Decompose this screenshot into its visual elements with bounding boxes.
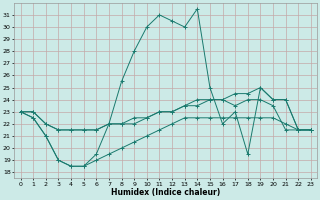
X-axis label: Humidex (Indice chaleur): Humidex (Indice chaleur)	[111, 188, 220, 197]
